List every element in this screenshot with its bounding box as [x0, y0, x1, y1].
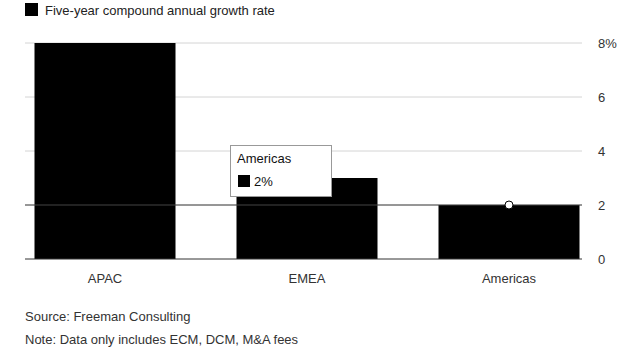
grid-line [25, 205, 582, 206]
chart-container: 0 2 4 6 8% APAC EMEA Americas Five-year compound… [0, 0, 627, 363]
tooltip-title: Americas [237, 151, 292, 166]
chart-svg: 0 2 4 6 8% APAC EMEA Americas Five-year compound… [0, 0, 627, 363]
legend-swatch [25, 3, 38, 16]
bar [439, 205, 580, 259]
bars [35, 43, 580, 259]
tooltip: Americas 2% [25, 146, 582, 210]
x-tick-label: APAC [88, 271, 122, 286]
y-tick-label: 8% [598, 36, 617, 51]
source: Source: Freeman Consulting [25, 309, 190, 324]
y-tick-label: 6 [598, 90, 605, 105]
tooltip-box [231, 146, 332, 197]
tooltip-value: 2% [254, 174, 273, 189]
grid: 0 2 4 6 8% [25, 36, 617, 267]
tooltip-swatch [238, 175, 250, 187]
bar [35, 43, 176, 259]
baseline [25, 259, 582, 260]
legend-label: Five-year compound annual growth rate [45, 3, 275, 18]
note: Note: Data only includes ECM, DCM, M&A f… [25, 332, 299, 347]
legend: Five-year compound annual growth rate [25, 3, 275, 18]
hover-line [25, 205, 582, 206]
y-tick-label: 4 [598, 144, 605, 159]
hover-dot [505, 201, 513, 209]
y-tick-label: 2 [598, 198, 605, 213]
y-tick-label: 0 [598, 252, 605, 267]
x-tick-label: EMEA [289, 271, 326, 286]
x-tick-label: Americas [482, 271, 537, 286]
